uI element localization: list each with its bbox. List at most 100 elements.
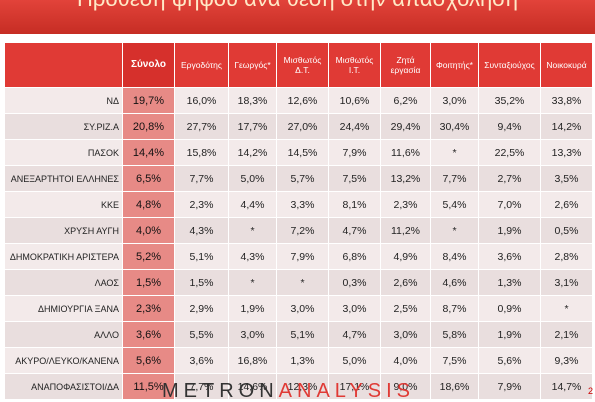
table-cell: 7,5% [430, 347, 479, 374]
table-cell: 8,7% [430, 295, 479, 322]
table-cell: 1,9% [478, 217, 541, 244]
table-row: ΣΥ.ΡΙΖ.Α 20,8% 27,7% 17,7% 27,0% 24,4% 29,4% 30… [4, 113, 593, 140]
row-label: ΔΗΜΟΚΡΑΤΙΚΗ ΑΡΙΣΤΕΡΑ [4, 243, 123, 270]
table-row: ΔΗΜΙΟΥΡΓΙΑ ΞΑΝΑ 2,3% 2,9% 1,9% 3,0% 3,0% 2,5% 8… [4, 295, 593, 322]
table-cell: 33,8% [540, 87, 593, 114]
total-cell: 4,0% [122, 217, 175, 244]
table-cell: 3,0% [228, 321, 277, 348]
table-cell: 2,8% [540, 243, 593, 270]
row-label: ΔΗΜΙΟΥΡΓΙΑ ΞΑΝΑ [4, 295, 123, 322]
table-cell: 4,7% [328, 217, 381, 244]
page-title: Πρόθεση ψήφου ανά θέση στην απασχόληση [0, 0, 595, 12]
table-cell: 9,0% [380, 373, 431, 400]
table-row: ΔΗΜΟΚΡΑΤΙΚΗ ΑΡΙΣΤΕΡΑ 5,2% 5,1% 4,3% 7,9% 6,8%… [4, 243, 593, 270]
table-cell: 27,7% [174, 113, 229, 140]
table-cell: 2,1% [540, 321, 593, 348]
column-header: Μισθωτός Δ.Τ. [276, 42, 329, 88]
table-row: ΑΛΛΟ 3,6% 5,5% 3,0% 5,1% 4,7% 3,0% 5,8% 1,9% 2,1% [4, 321, 593, 348]
table-cell: 3,1% [540, 269, 593, 296]
page-number: 2 [588, 386, 594, 396]
table-cell: 2,5% [380, 295, 431, 322]
column-header: Μισθωτός Ι.Τ. [328, 42, 381, 88]
table-cell: 5,6% [478, 347, 541, 374]
table-row: ΑΝΑΠΟΦΑΣΙΣΤΟΙ/ΔΑ 11,5% 7,7% 14,6% 12,3% 17,1%… [4, 373, 593, 400]
table-cell: 18,3% [228, 87, 277, 114]
table-cell: 14,7% [540, 373, 593, 400]
table-cell: 5,7% [276, 165, 329, 192]
table-cell: 1,9% [478, 321, 541, 348]
column-header: Γεωργός* [228, 42, 277, 88]
table-row: ΑΝΕΞΑΡΤΗΤΟΙ ΕΛΛΗΝΕΣ 6,5% 7,7% 5,0% 5,7% 7,5% 1… [4, 165, 593, 192]
table-cell: 4,0% [380, 347, 431, 374]
table-cell: * [430, 139, 479, 166]
table-cell: 1,5% [174, 269, 229, 296]
table-cell: 5,8% [430, 321, 479, 348]
title-banner: Πρόθεση ψήφου ανά θέση στην απασχόληση [0, 0, 595, 34]
row-label: ΛΑΟΣ [4, 269, 123, 296]
table-cell: 9,4% [478, 113, 541, 140]
table-cell: 7,5% [328, 165, 381, 192]
table-cell: 7,9% [276, 243, 329, 270]
metron-analysis-logo: METRONANALYSIS [162, 381, 415, 401]
table-cell: 6,8% [328, 243, 381, 270]
table-cell: 2,9% [174, 295, 229, 322]
table-cell: 4,3% [228, 243, 277, 270]
row-label: ΑΝΑΠΟΦΑΣΙΣΤΟΙ/ΔΑ [4, 373, 123, 400]
table-cell: 24,4% [328, 113, 381, 140]
table-cell: 3,0% [328, 295, 381, 322]
table-cell: 17,1% [328, 373, 381, 400]
table-cell: 0,9% [478, 295, 541, 322]
table-cell: * [540, 295, 593, 322]
total-cell: 5,2% [122, 243, 175, 270]
table-cell: * [430, 217, 479, 244]
table-cell: 4,9% [380, 243, 431, 270]
header-row: Σύνολο Εργοδότης Γεωργός* Μισθωτός Δ.Τ. … [4, 42, 593, 88]
table-cell: 5,4% [430, 191, 479, 218]
table-cell: 7,7% [174, 373, 229, 400]
total-cell: 5,6% [122, 347, 175, 374]
table-cell: 2,7% [478, 165, 541, 192]
table-cell: 12,6% [276, 87, 329, 114]
row-label: ΑΛΛΟ [4, 321, 123, 348]
table-cell: 2,3% [174, 191, 229, 218]
table-cell: 16,8% [228, 347, 277, 374]
table-cell: 5,1% [174, 243, 229, 270]
row-label: ΝΔ [4, 87, 123, 114]
table-cell: 3,6% [478, 243, 541, 270]
table-cell: 17,7% [228, 113, 277, 140]
row-label: ΠΑΣΟΚ [4, 139, 123, 166]
table-cell: 35,2% [478, 87, 541, 114]
total-cell: 19,7% [122, 87, 175, 114]
logo-part-analysis: ANALYSIS [278, 380, 416, 402]
table-cell: 12,3% [276, 373, 329, 400]
table-cell: 16,0% [174, 87, 229, 114]
table-cell: 29,4% [380, 113, 431, 140]
row-label: ΣΥ.ΡΙΖ.Α [4, 113, 123, 140]
column-header: Συνταξιούχος [478, 42, 541, 88]
table-cell: 1,3% [478, 269, 541, 296]
table-body: ΝΔ 19,7% 16,0% 18,3% 12,6% 10,6% 6,2% 3,0% 35,2%… [4, 87, 593, 400]
table-cell: 14,5% [276, 139, 329, 166]
table-cell: 4,6% [430, 269, 479, 296]
table-cell: 30,4% [430, 113, 479, 140]
table-row: ΛΑΟΣ 1,5% 1,5% * * 0,3% 2,6% 4,6% 1,3% 3,1% [4, 269, 593, 296]
header-corner [4, 42, 123, 88]
table-cell: * [228, 269, 277, 296]
table-cell: 9,3% [540, 347, 593, 374]
table-cell: 14,2% [228, 139, 277, 166]
table-cell: 7,7% [430, 165, 479, 192]
column-header: Ζητά εργασία [380, 42, 431, 88]
table-cell: 5,1% [276, 321, 329, 348]
table-cell: 7,0% [478, 191, 541, 218]
table-cell: 7,9% [478, 373, 541, 400]
table-cell: 11,2% [380, 217, 431, 244]
table-cell: 8,4% [430, 243, 479, 270]
table-cell: 0,3% [328, 269, 381, 296]
row-label: ΑΚΥΡΟ/ΛΕΥΚΟ/ΚΑΝΕΝΑ [4, 347, 123, 374]
table-cell: 14,6% [228, 373, 277, 400]
table-cell: 4,4% [228, 191, 277, 218]
table-cell: 3,0% [430, 87, 479, 114]
table-cell: 6,2% [380, 87, 431, 114]
row-label: ΧΡΥΣΗ ΑΥΓΗ [4, 217, 123, 244]
table-cell: 7,7% [174, 165, 229, 192]
